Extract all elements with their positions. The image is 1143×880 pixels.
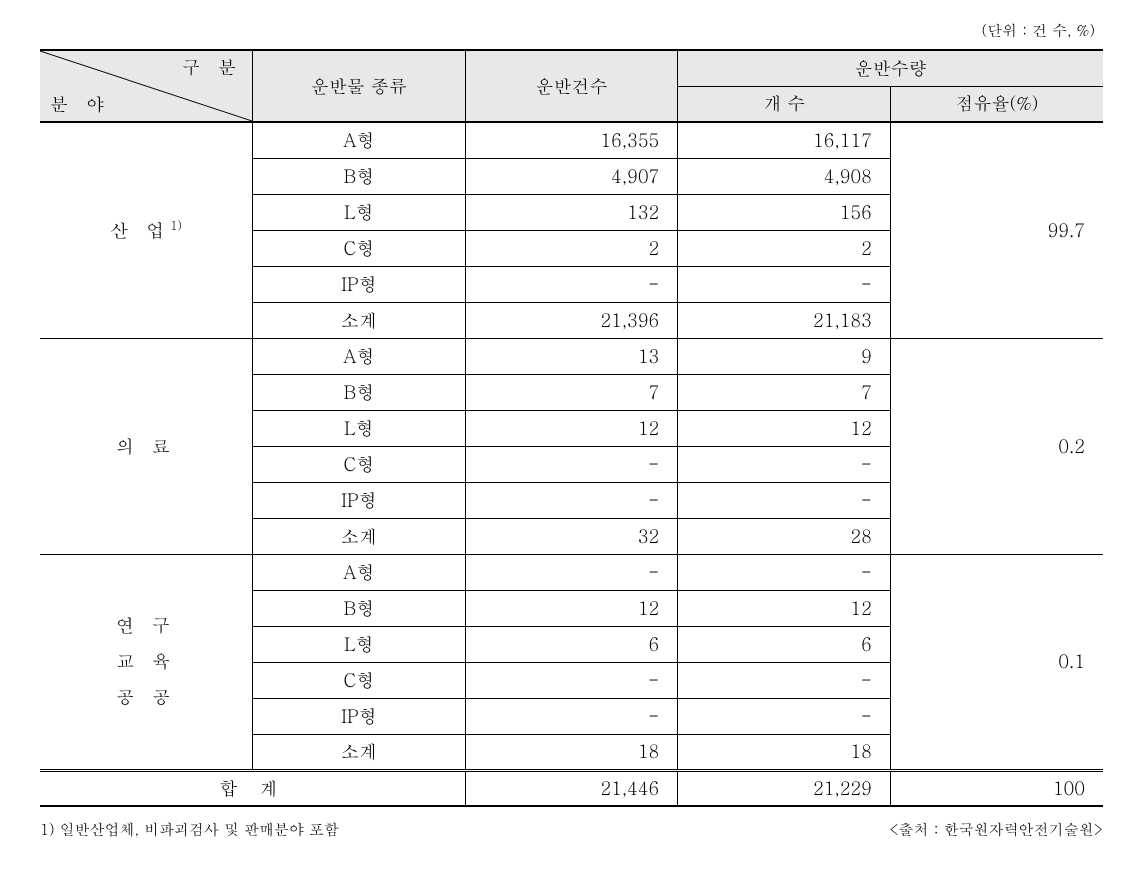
header-diag-top: 구 분 (182, 55, 242, 80)
count-cell: 7 (465, 374, 678, 410)
count-cell: - (465, 698, 678, 734)
count-cell: 13 (465, 338, 678, 374)
qty-cell: 12 (678, 590, 891, 626)
count-cell: 32 (465, 518, 678, 554)
qty-cell: 9 (678, 338, 891, 374)
sector-label: 산 업 (110, 218, 170, 243)
header-qty: 개 수 (678, 86, 891, 122)
qty-cell: 2 (678, 230, 891, 266)
header-count: 운반건수 (465, 50, 678, 122)
header-share: 점유율(%) (890, 86, 1103, 122)
share-cell: 0.1 (890, 554, 1103, 770)
total-share: 100 (890, 770, 1103, 806)
table-row: 산 업1)A형16,35516,11799.7 (40, 122, 1103, 158)
count-cell: - (465, 446, 678, 482)
header-qty-group: 운반수량 (678, 50, 1103, 86)
type-cell: IP형 (253, 698, 466, 734)
count-cell: - (465, 662, 678, 698)
qty-cell: 12 (678, 410, 891, 446)
qty-cell: 4,908 (678, 158, 891, 194)
share-cell: 0.2 (890, 338, 1103, 554)
type-cell: A형 (253, 338, 466, 374)
type-cell: A형 (253, 554, 466, 590)
count-cell: - (465, 266, 678, 302)
header-type: 운반물 종류 (253, 50, 466, 122)
count-cell: - (465, 554, 678, 590)
qty-cell: 6 (678, 626, 891, 662)
qty-cell: 16,117 (678, 122, 891, 158)
qty-cell: 21,183 (678, 302, 891, 338)
sector-label: 의 료 (116, 434, 176, 459)
qty-cell: - (678, 662, 891, 698)
count-cell: 18 (465, 734, 678, 770)
count-cell: 12 (465, 410, 678, 446)
type-cell: 소계 (253, 518, 466, 554)
share-cell: 99.7 (890, 122, 1103, 338)
type-cell: 소계 (253, 302, 466, 338)
count-cell: 6 (465, 626, 678, 662)
footer: 1) 일반산업체, 비파괴검사 및 판매분야 포함 <출처 : 한국원자력안전기… (40, 819, 1103, 840)
source-text: <출처 : 한국원자력안전기술원> (889, 819, 1103, 840)
unit-line: (단위 : 건 수, %) (40, 20, 1103, 41)
count-cell: 132 (465, 194, 678, 230)
table-header: 구 분 분 야 운반물 종류 운반건수 운반수량 개 수 점유율(%) (40, 50, 1103, 122)
total-count: 21,446 (465, 770, 678, 806)
type-cell: L형 (253, 626, 466, 662)
qty-cell: - (678, 446, 891, 482)
type-cell: A형 (253, 122, 466, 158)
type-cell: L형 (253, 194, 466, 230)
type-cell: IP형 (253, 482, 466, 518)
type-cell: 소계 (253, 734, 466, 770)
sector-cell: 산 업1) (40, 122, 253, 338)
sector-sup: 1) (170, 217, 182, 234)
type-cell: B형 (253, 374, 466, 410)
sector-label-line: 교 육 (116, 649, 176, 674)
type-cell: B형 (253, 158, 466, 194)
qty-cell: - (678, 266, 891, 302)
total-qty: 21,229 (678, 770, 891, 806)
table-body: 산 업1)A형16,35516,11799.7B형4,9074,908L형132… (40, 122, 1103, 806)
qty-cell: - (678, 698, 891, 734)
count-cell: 21,396 (465, 302, 678, 338)
sector-cell: 의 료 (40, 338, 253, 554)
qty-cell: 18 (678, 734, 891, 770)
type-cell: C형 (253, 230, 466, 266)
table-row: 연 구교 육공 공A형--0.1 (40, 554, 1103, 590)
count-cell: - (465, 482, 678, 518)
header-diag-bottom: 분 야 (50, 92, 110, 117)
qty-cell: - (678, 554, 891, 590)
qty-cell: 28 (678, 518, 891, 554)
footnote-text: 1) 일반산업체, 비파괴검사 및 판매분야 포함 (40, 819, 339, 840)
count-cell: 4,907 (465, 158, 678, 194)
type-cell: C형 (253, 662, 466, 698)
type-cell: IP형 (253, 266, 466, 302)
table-row: 의 료A형1390.2 (40, 338, 1103, 374)
total-row: 합 계21,44621,229100 (40, 770, 1103, 806)
qty-cell: 156 (678, 194, 891, 230)
count-cell: 16,355 (465, 122, 678, 158)
type-cell: L형 (253, 410, 466, 446)
qty-cell: 7 (678, 374, 891, 410)
header-diagonal-cell: 구 분 분 야 (40, 50, 253, 122)
sector-label-line: 연 구 (116, 613, 176, 638)
type-cell: B형 (253, 590, 466, 626)
sector-cell: 연 구교 육공 공 (40, 554, 253, 770)
count-cell: 2 (465, 230, 678, 266)
count-cell: 12 (465, 590, 678, 626)
total-label: 합 계 (40, 770, 465, 806)
qty-cell: - (678, 482, 891, 518)
data-table: 구 분 분 야 운반물 종류 운반건수 운반수량 개 수 점유율(%) 산 업1… (40, 49, 1103, 807)
type-cell: C형 (253, 446, 466, 482)
sector-label-line: 공 공 (116, 685, 176, 710)
